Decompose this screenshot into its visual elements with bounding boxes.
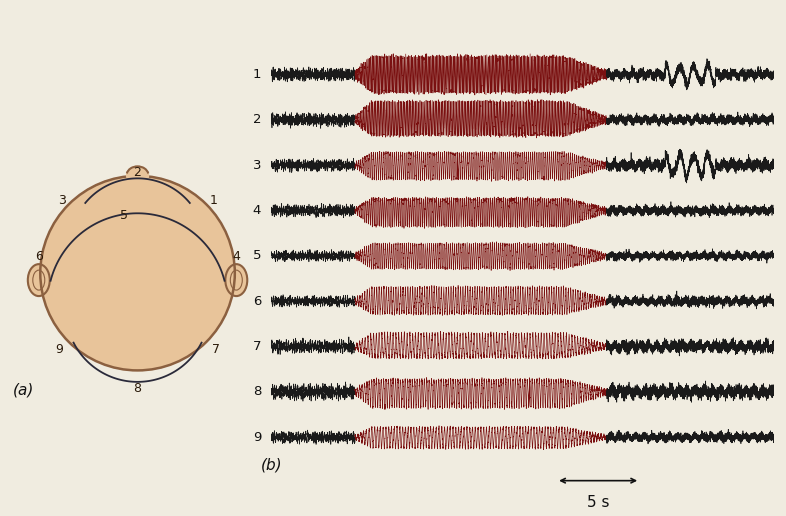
Text: 2: 2 (252, 114, 261, 126)
Text: 7: 7 (212, 344, 220, 357)
Text: 5: 5 (252, 249, 261, 262)
Text: 9: 9 (55, 344, 63, 357)
Text: 3: 3 (252, 158, 261, 172)
Text: 4: 4 (233, 250, 241, 263)
Ellipse shape (28, 264, 50, 296)
Ellipse shape (127, 166, 149, 184)
Text: 4: 4 (253, 204, 261, 217)
Text: 1: 1 (209, 194, 217, 207)
Text: 2: 2 (134, 166, 141, 179)
Text: (a): (a) (13, 383, 35, 398)
Text: 1: 1 (252, 68, 261, 81)
Text: (b): (b) (261, 458, 283, 473)
Text: 7: 7 (252, 340, 261, 353)
Text: 8: 8 (253, 385, 261, 398)
Text: 8: 8 (134, 382, 141, 395)
Text: 6: 6 (35, 250, 42, 263)
Text: 3: 3 (58, 194, 66, 207)
Ellipse shape (226, 264, 248, 296)
Text: 9: 9 (253, 431, 261, 444)
Ellipse shape (40, 176, 235, 370)
Text: 5: 5 (119, 209, 127, 222)
Text: 6: 6 (253, 295, 261, 308)
Text: 5 s: 5 s (587, 495, 609, 510)
